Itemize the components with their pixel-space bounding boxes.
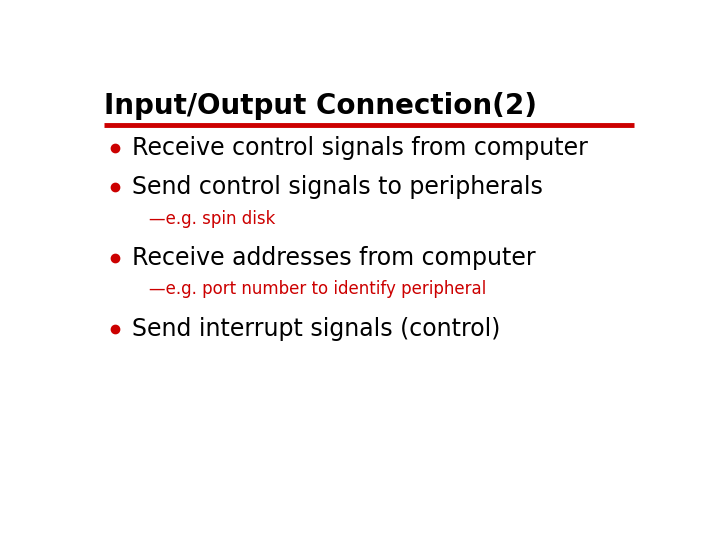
Text: Send control signals to peripherals: Send control signals to peripherals bbox=[132, 176, 543, 199]
Text: —e.g. port number to identify peripheral: —e.g. port number to identify peripheral bbox=[148, 280, 486, 298]
Text: Receive addresses from computer: Receive addresses from computer bbox=[132, 246, 536, 270]
Text: Receive control signals from computer: Receive control signals from computer bbox=[132, 136, 588, 160]
Text: Send interrupt signals (control): Send interrupt signals (control) bbox=[132, 317, 500, 341]
Text: —e.g. spin disk: —e.g. spin disk bbox=[148, 210, 275, 228]
Text: Input/Output Connection(2): Input/Output Connection(2) bbox=[104, 92, 537, 120]
